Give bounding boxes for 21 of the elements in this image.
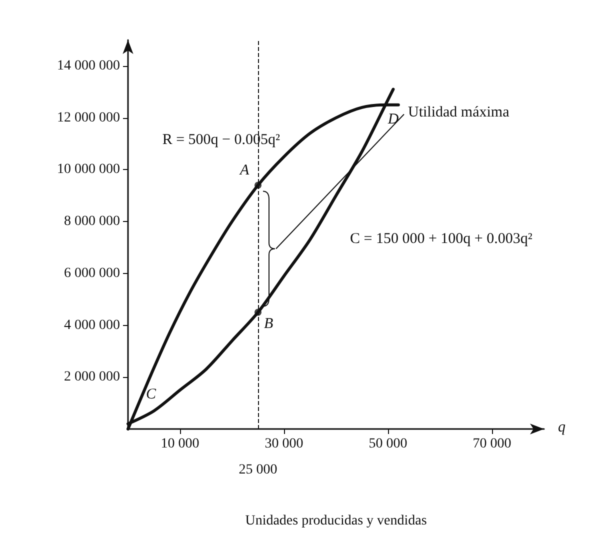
y-tick-label: 12 000 000 bbox=[57, 110, 120, 126]
y-tick-label: 10 000 000 bbox=[57, 162, 120, 178]
ref-line-label: 25 000 bbox=[238, 462, 278, 478]
series-label: R = 500q − 0.005q² bbox=[162, 132, 280, 148]
y-tick-label: 8 000 000 bbox=[64, 214, 120, 230]
y-tick-label: 6 000 000 bbox=[64, 266, 120, 281]
annotation: C bbox=[146, 386, 157, 402]
annotation: D bbox=[386, 112, 399, 128]
annotation: A bbox=[239, 162, 250, 179]
text: q bbox=[558, 420, 566, 436]
y-tick-label: 14 000 000 bbox=[57, 58, 120, 74]
x-tick-label: 30 000 bbox=[264, 436, 304, 452]
x-tick-label: 70 000 bbox=[472, 436, 512, 452]
annotation: B bbox=[264, 316, 274, 332]
series-label: C = 150 000 + 100q + 0.003q² bbox=[350, 231, 533, 248]
y-tick-label: 2 000 000 bbox=[64, 370, 120, 385]
annotation: Utilidad máxima bbox=[408, 104, 510, 121]
y-tick-label: 4 000 000 bbox=[64, 318, 120, 333]
x-tick-label: 10 000 bbox=[160, 436, 200, 452]
x-axis-title: Unidades producidas y vendidas bbox=[245, 514, 427, 528]
x-tick-label: 50 000 bbox=[368, 436, 408, 452]
